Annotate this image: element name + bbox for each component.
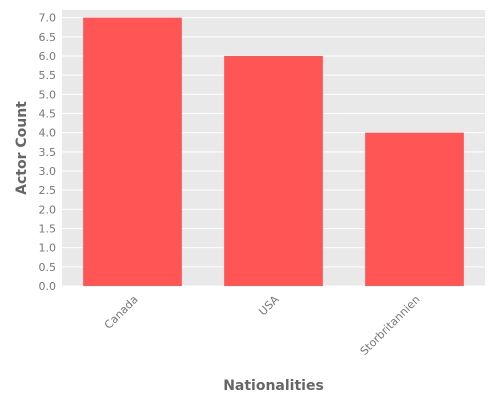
x-tick-labels: Canada USA Storbritannien xyxy=(102,293,423,358)
y-tick-label: 3.5 xyxy=(39,146,57,159)
y-tick-label: 6.0 xyxy=(39,50,57,63)
y-tick-label: 6.5 xyxy=(39,31,57,44)
y-tick-label: 1.0 xyxy=(39,242,57,255)
bars xyxy=(83,17,464,287)
y-tick-label: 7.0 xyxy=(39,12,57,25)
y-tick-label: 5.0 xyxy=(39,88,57,101)
y-tick-label: 3.0 xyxy=(39,165,57,178)
y-tick-label: 2.0 xyxy=(39,203,57,216)
y-tick-label: 5.5 xyxy=(39,69,57,82)
y-tick-label: 4.5 xyxy=(39,108,57,121)
y-tick-label: 0.0 xyxy=(39,280,57,293)
bar-canada xyxy=(83,17,182,287)
y-tick-label: 0.5 xyxy=(39,261,57,274)
y-tick-labels: 0.0 0.5 1.0 1.5 2.0 2.5 3.0 3.5 4.0 4.5 5.0 5.5 6.0 6… xyxy=(39,12,57,293)
y-tick-label: 1.5 xyxy=(39,223,57,236)
x-axis-title: Nationalities xyxy=(223,378,324,394)
y-axis-title: Actor Count xyxy=(14,101,30,195)
x-tick-label: USA xyxy=(256,293,282,319)
x-tick-label: Storbritannien xyxy=(358,293,423,358)
y-tick-label: 2.5 xyxy=(39,184,57,197)
bar-usa xyxy=(224,56,323,286)
y-tick-label: 4.0 xyxy=(39,127,57,140)
bar-storbritannien xyxy=(365,132,464,286)
x-tick-label: Canada xyxy=(102,293,141,332)
